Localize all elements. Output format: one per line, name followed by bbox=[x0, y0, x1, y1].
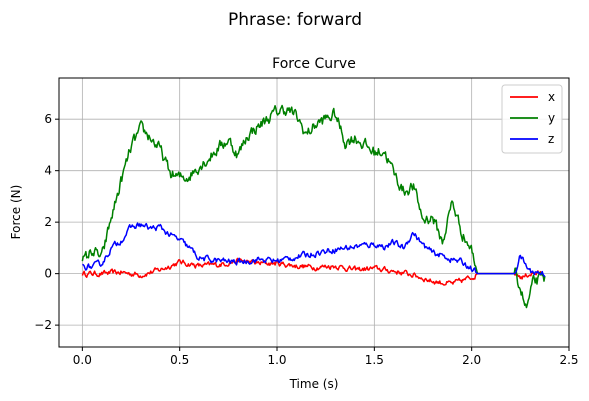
x-tick-label: 0.5 bbox=[170, 353, 189, 367]
y-tick-label: 2 bbox=[44, 215, 52, 229]
y-tick-label: 0 bbox=[44, 267, 52, 281]
x-tick-label: 0.0 bbox=[73, 353, 92, 367]
legend-label-x: x bbox=[548, 90, 555, 104]
legend-label-z: z bbox=[548, 132, 554, 146]
y-tick-label: −2 bbox=[34, 318, 52, 332]
legend: xyz bbox=[501, 84, 563, 154]
series-lines bbox=[81, 104, 546, 309]
y-axis-ticks: −2 0 2 4 6 bbox=[34, 112, 59, 332]
y-tick-label: 6 bbox=[44, 112, 52, 126]
x-axis-ticks: 0.0 0.5 1.0 1.5 2.0 2.5 bbox=[73, 347, 579, 367]
series-line-z bbox=[82, 222, 546, 278]
x-tick-label: 1.5 bbox=[365, 353, 384, 367]
x-tick-label: 2.0 bbox=[462, 353, 481, 367]
chart-title: Force Curve bbox=[272, 56, 356, 72]
x-tick-label: 2.5 bbox=[559, 353, 578, 367]
y-tick-label: 4 bbox=[44, 164, 52, 178]
x-axis-label: Time (s) bbox=[289, 377, 339, 391]
x-tick-label: 1.0 bbox=[267, 353, 286, 367]
series-line-y bbox=[81, 104, 546, 309]
figure-suptitle: Phrase: forward bbox=[228, 10, 362, 30]
grid-lines bbox=[59, 78, 570, 347]
legend-box bbox=[501, 84, 563, 154]
y-axis-label: Force (N) bbox=[9, 185, 23, 240]
series-line-x bbox=[81, 257, 546, 286]
plot-frame bbox=[58, 77, 570, 348]
legend-label-y: y bbox=[548, 111, 555, 125]
